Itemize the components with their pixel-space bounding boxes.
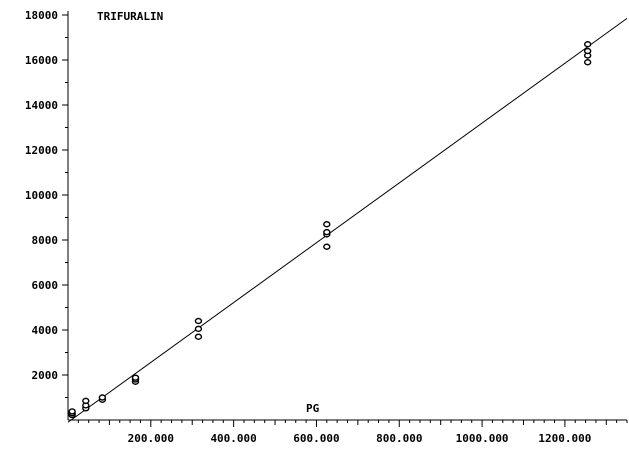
y-tick-label: 16000 [25, 54, 58, 67]
data-point [323, 243, 331, 250]
regression-line-layer [67, 17, 628, 423]
data-point [68, 408, 76, 415]
x-tick-label: 1200.000 [538, 432, 591, 445]
data-points [68, 41, 592, 419]
y-tick-label: 2000 [32, 369, 59, 382]
y-tick-label: 4000 [32, 324, 59, 337]
axes: 2000 4000 6000 8000 10000 12000 14000 16000 1800… [25, 9, 628, 445]
data-point [98, 394, 107, 401]
data-point [131, 374, 140, 381]
data-point [583, 47, 592, 55]
x-tick-label: 200.000 [128, 432, 174, 445]
x-axis-label: PG [306, 402, 320, 415]
chart-title: TRIFURALIN [97, 10, 163, 23]
y-tick-label: 10000 [25, 189, 58, 202]
x-tick-label: 1000.000 [456, 432, 509, 445]
data-point [583, 41, 592, 48]
data-point [194, 333, 203, 340]
y-tick-label: 12000 [25, 144, 58, 157]
y-tick-label: 18000 [25, 9, 58, 22]
data-point [323, 228, 331, 236]
data-point [194, 325, 203, 333]
data-point [583, 59, 592, 66]
data-point [323, 221, 331, 228]
x-tick-label: 600.000 [293, 432, 339, 445]
y-tick-label: 6000 [32, 279, 59, 292]
y-tick-label: 8000 [32, 234, 59, 247]
y-tick-label: 14000 [25, 99, 58, 112]
x-tick-label: 400.000 [210, 432, 256, 445]
data-point [82, 397, 90, 405]
data-point [194, 317, 203, 325]
x-tick-label: 800.000 [376, 432, 422, 445]
regression-line [67, 17, 628, 423]
